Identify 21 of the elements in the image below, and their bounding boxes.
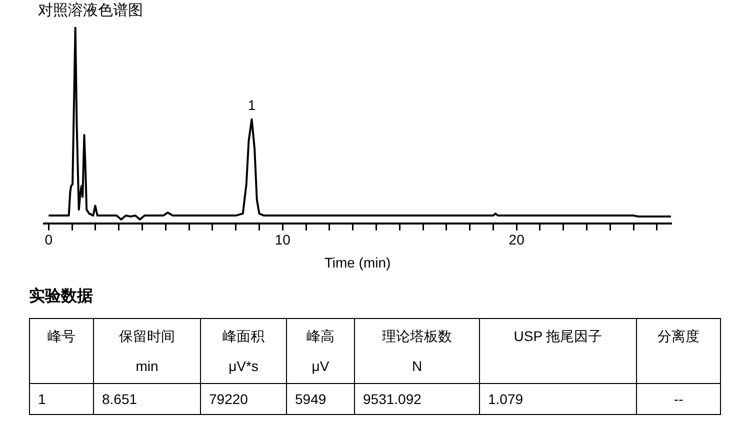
category-label: 保留时间 min — [94, 318, 200, 384]
text: 8.651 — [94, 384, 200, 414]
text: 1 — [30, 384, 94, 414]
chart-title: 对照溶液色谱图 — [38, 1, 143, 20]
x-tick-label: 0 — [44, 232, 53, 248]
text: 5949 — [286, 384, 354, 414]
text: 实验数据 — [29, 286, 94, 307]
category-label: USP 拖尾因子 — [480, 318, 636, 384]
text: -- — [636, 384, 720, 414]
text: 79220 — [200, 384, 286, 414]
x-tick-label: 10 — [274, 232, 291, 248]
category-label: 峰面积 μV*s — [200, 318, 286, 384]
x-tick-label: 20 — [508, 232, 525, 248]
annotation: 1 — [248, 97, 256, 114]
category-label: 峰号 — [30, 318, 94, 384]
category-label: 理论塔板数 N — [354, 318, 480, 384]
x-axis-title: Time (min) — [324, 254, 391, 270]
text: 9531.092 — [354, 384, 480, 414]
text: 1.079 — [480, 384, 636, 414]
category-label: 峰高 μV — [286, 318, 354, 384]
category-label: 分离度 — [636, 318, 720, 384]
